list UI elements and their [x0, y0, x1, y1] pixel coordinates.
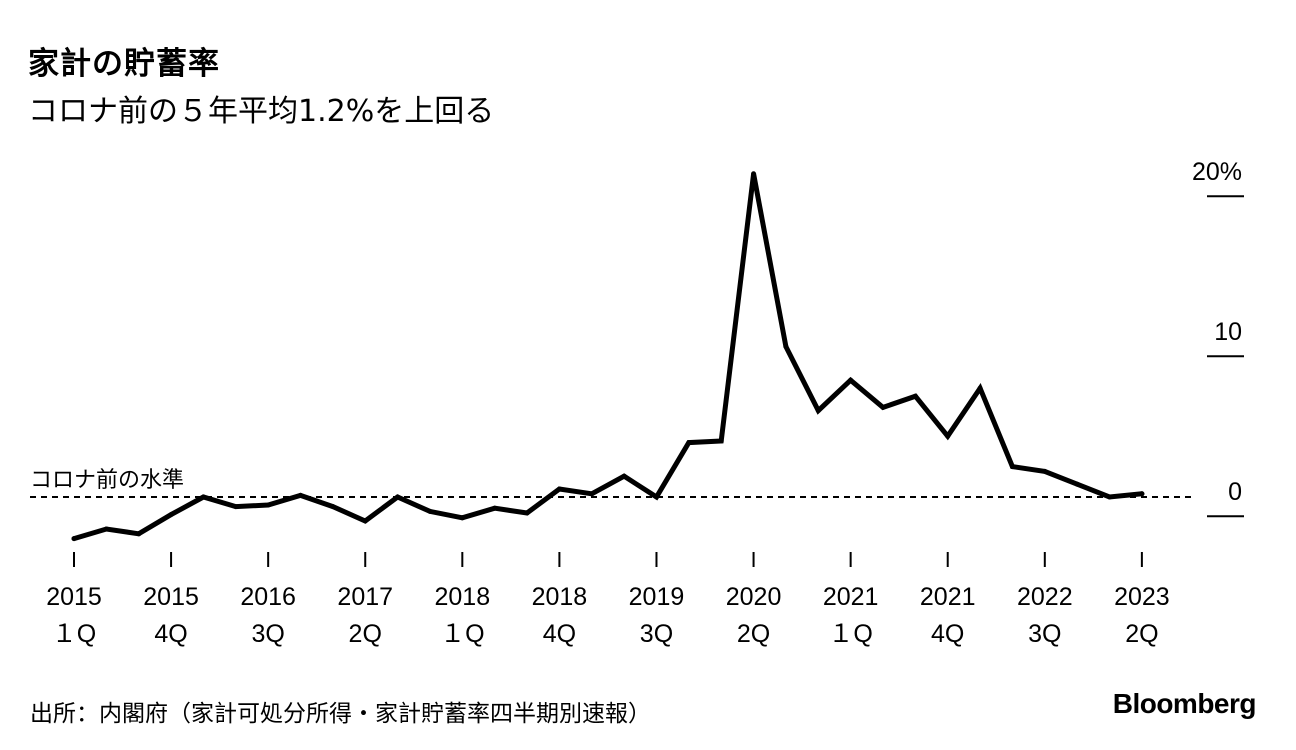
data-point — [200, 494, 206, 500]
data-point — [298, 492, 304, 498]
x-tick-year: 2023 — [1114, 583, 1170, 611]
x-tick-quarter: 3Q — [640, 620, 673, 648]
data-point — [1139, 491, 1145, 497]
data-point — [1074, 481, 1080, 487]
series-group — [71, 171, 1145, 542]
x-tick-quarter: 4Q — [154, 620, 187, 648]
source-note: 出所：内閣府（家計可処分所得・家計貯蓄率四半期別速報） — [30, 701, 651, 727]
reference-line-label: コロナ前の水準 — [30, 468, 184, 493]
data-point — [686, 440, 692, 446]
reference-line-group: コロナ前の水準 — [30, 468, 1194, 498]
x-tick-quarter: 4Q — [931, 620, 964, 648]
chart-subtitle: コロナ前の５年平均1.2%を上回る — [28, 94, 495, 129]
data-point — [1107, 494, 1113, 500]
x-tick-year: 2021 — [823, 583, 879, 611]
x-tick-quarter: 4Q — [543, 620, 576, 648]
data-point — [103, 526, 109, 532]
data-point — [427, 508, 433, 514]
x-tick-year: 2016 — [240, 583, 296, 611]
x-tick-year: 2022 — [1017, 583, 1073, 611]
x-tick-year: 2019 — [629, 583, 685, 611]
x-tick-year: 2015 — [46, 583, 102, 611]
x-tick-year: 2021 — [920, 583, 976, 611]
y-tick-label: 10 — [1214, 318, 1242, 346]
y-axis-ticks: 20% 10 0 — [1192, 158, 1244, 518]
chart-title: 家計の貯蓄率 — [28, 46, 220, 82]
data-point — [718, 438, 724, 444]
x-tick-year: 2015 — [143, 583, 199, 611]
data-point — [556, 486, 562, 492]
x-tick-quarter: 2Q — [1125, 620, 1158, 648]
data-point — [751, 171, 757, 177]
x-tick-quarter: 3Q — [251, 620, 284, 648]
data-point — [945, 433, 951, 439]
x-tick-quarter: 2Q — [737, 620, 770, 648]
data-point — [362, 518, 368, 524]
data-point — [1009, 464, 1015, 470]
data-point — [330, 504, 336, 510]
data-point — [977, 385, 983, 391]
data-point — [589, 491, 595, 497]
bloomberg-logo: Bloomberg — [1112, 688, 1257, 719]
series-line — [71, 173, 1145, 542]
data-point — [71, 536, 77, 542]
data-point — [848, 377, 854, 383]
data-point — [233, 504, 239, 510]
x-tick-quarter: 3Q — [1028, 620, 1061, 648]
y-tick-label: 0 — [1228, 478, 1242, 506]
x-tick-quarter: １Q — [828, 620, 872, 648]
data-point — [395, 494, 401, 500]
x-tick-year: 2020 — [726, 583, 782, 611]
data-point — [912, 393, 918, 399]
data-point — [168, 512, 174, 518]
x-tick-year: 2018 — [435, 583, 491, 611]
data-point — [459, 515, 465, 521]
data-point — [1042, 468, 1048, 474]
data-point — [265, 502, 271, 508]
data-point — [492, 505, 498, 511]
data-point — [136, 531, 142, 537]
x-axis-ticks: 2015 １Q 2015 4Q 2016 3Q 2017 2Q 2018 １Q 2018 4Q 2019… — [46, 552, 1170, 648]
x-tick-quarter: １Q — [440, 620, 484, 648]
data-point — [783, 344, 789, 350]
x-tick-year: 2018 — [532, 583, 588, 611]
x-tick-quarter: 2Q — [349, 620, 382, 648]
data-point — [621, 473, 627, 479]
data-point — [524, 510, 530, 516]
data-point — [880, 404, 886, 410]
data-point — [653, 494, 659, 500]
y-tick-label: 20% — [1192, 158, 1242, 186]
x-tick-quarter: １Q — [52, 620, 96, 648]
data-point — [815, 408, 821, 414]
x-tick-year: 2017 — [337, 583, 393, 611]
